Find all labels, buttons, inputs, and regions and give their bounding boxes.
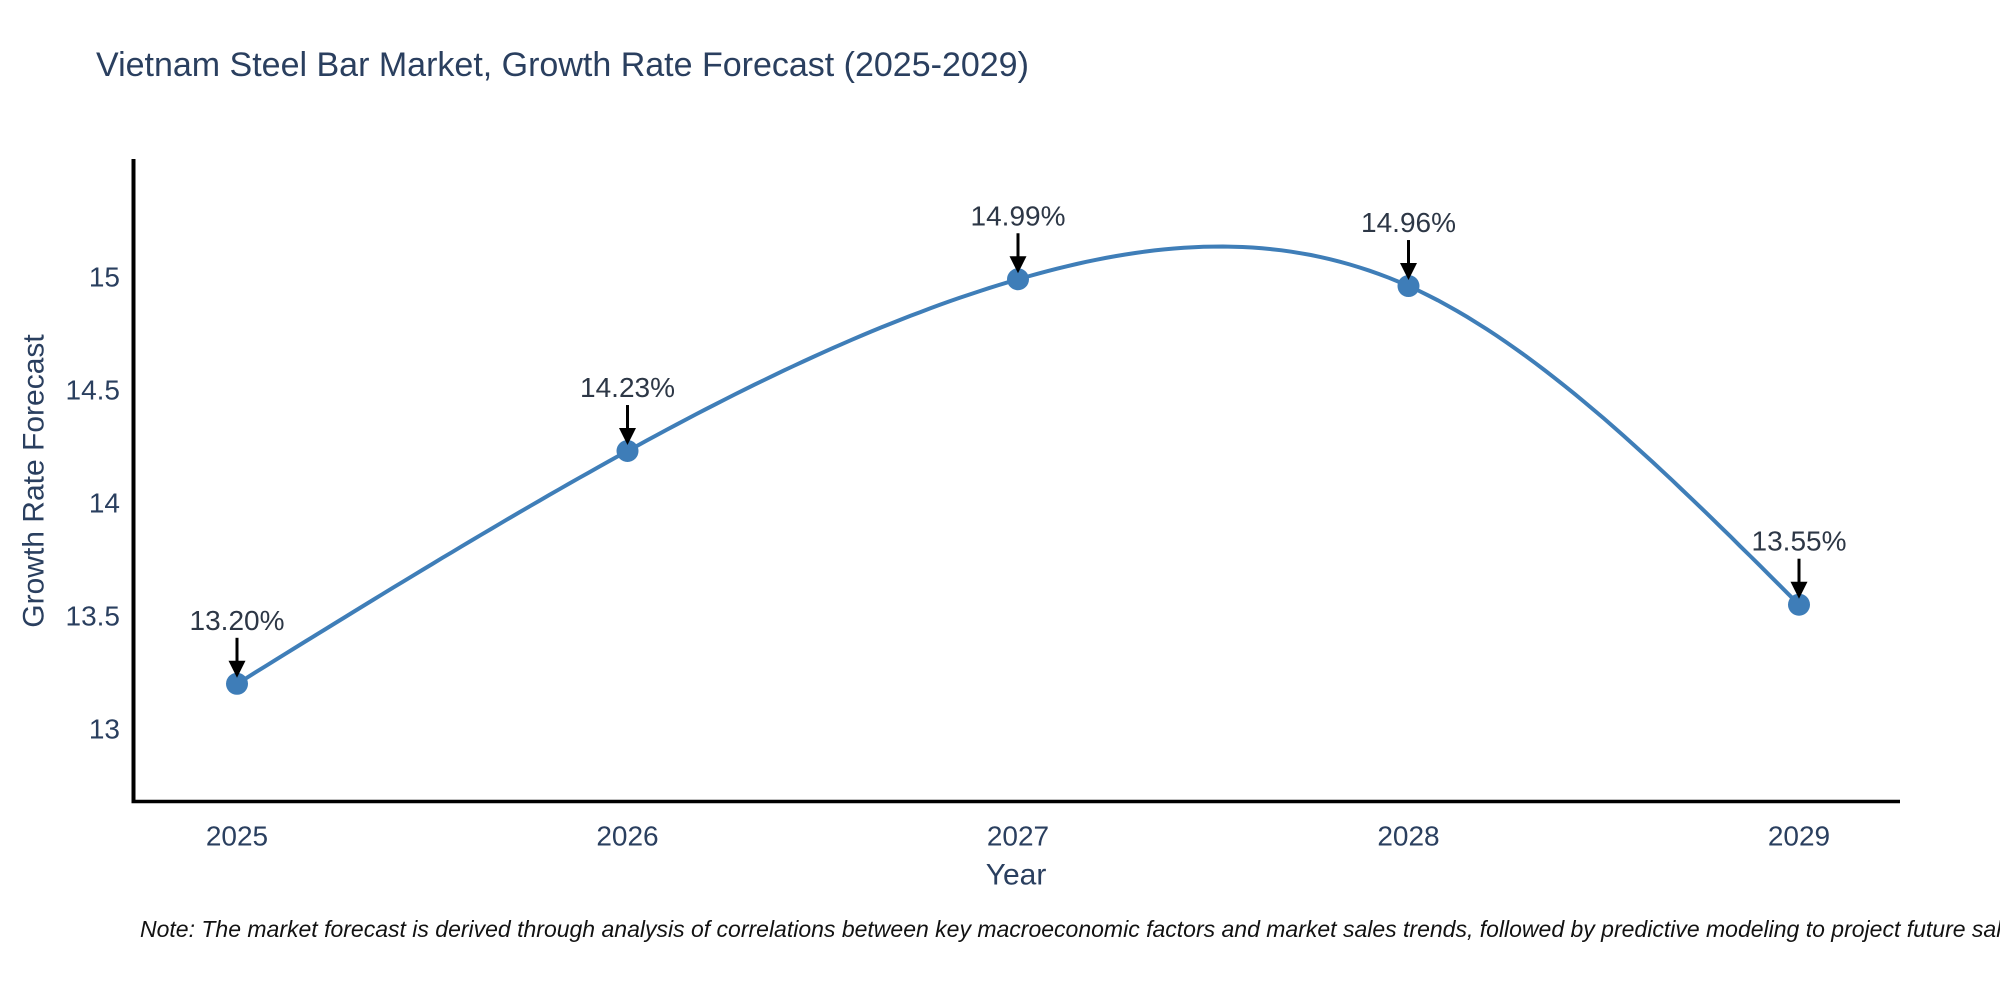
x-tick-label: 2028	[1377, 821, 1439, 852]
y-tick-label: 14	[89, 488, 120, 519]
y-axis-title: Growth Rate Forecast	[18, 334, 51, 628]
annotation-label: 14.99%	[971, 200, 1066, 231]
annotation-arrowhead	[228, 660, 246, 678]
y-tick-labels: 13 13.5 14 14.5 15	[66, 262, 121, 745]
y-tick-label: 14.5	[66, 375, 121, 406]
x-tick-label: 2026	[596, 821, 658, 852]
x-axis-title: Year	[986, 859, 1047, 892]
footnote: Note: The market forecast is derived thr…	[140, 916, 2000, 942]
x-tick-label: 2029	[1768, 821, 1830, 852]
annotation-label: 14.96%	[1361, 207, 1456, 238]
data-points	[226, 268, 1810, 695]
annotation-label: 13.55%	[1752, 526, 1847, 557]
trend-line	[235, 244, 1801, 686]
x-tick-label: 2027	[987, 821, 1049, 852]
x-tick-labels: 2025 2026 2027 2028 2029	[206, 821, 1830, 852]
data-point-marker	[616, 440, 639, 463]
annotation-label: 14.23%	[580, 372, 675, 403]
annotation-label: 13.20%	[190, 605, 285, 636]
annotation-arrowhead	[1009, 256, 1027, 274]
y-tick-label: 13	[89, 714, 120, 745]
y-tick-label: 15	[89, 262, 120, 293]
x-tick-label: 2025	[206, 821, 268, 852]
point-annotations: 13.20% 14.23% 14.99% 14.96% 13.55%	[190, 200, 1847, 678]
data-point-marker	[1788, 593, 1810, 616]
data-point-marker	[226, 672, 248, 695]
y-tick-label: 13.5	[66, 601, 121, 632]
data-point-marker	[1397, 275, 1420, 298]
data-point-marker	[1007, 268, 1029, 291]
annotation-arrowhead	[1790, 581, 1808, 599]
annotation-arrowhead	[1400, 263, 1417, 281]
annotation-arrowhead	[619, 428, 636, 446]
chart-title: Vietnam Steel Bar Market, Growth Rate Fo…	[96, 46, 1029, 84]
spline-curve	[235, 244, 1801, 686]
